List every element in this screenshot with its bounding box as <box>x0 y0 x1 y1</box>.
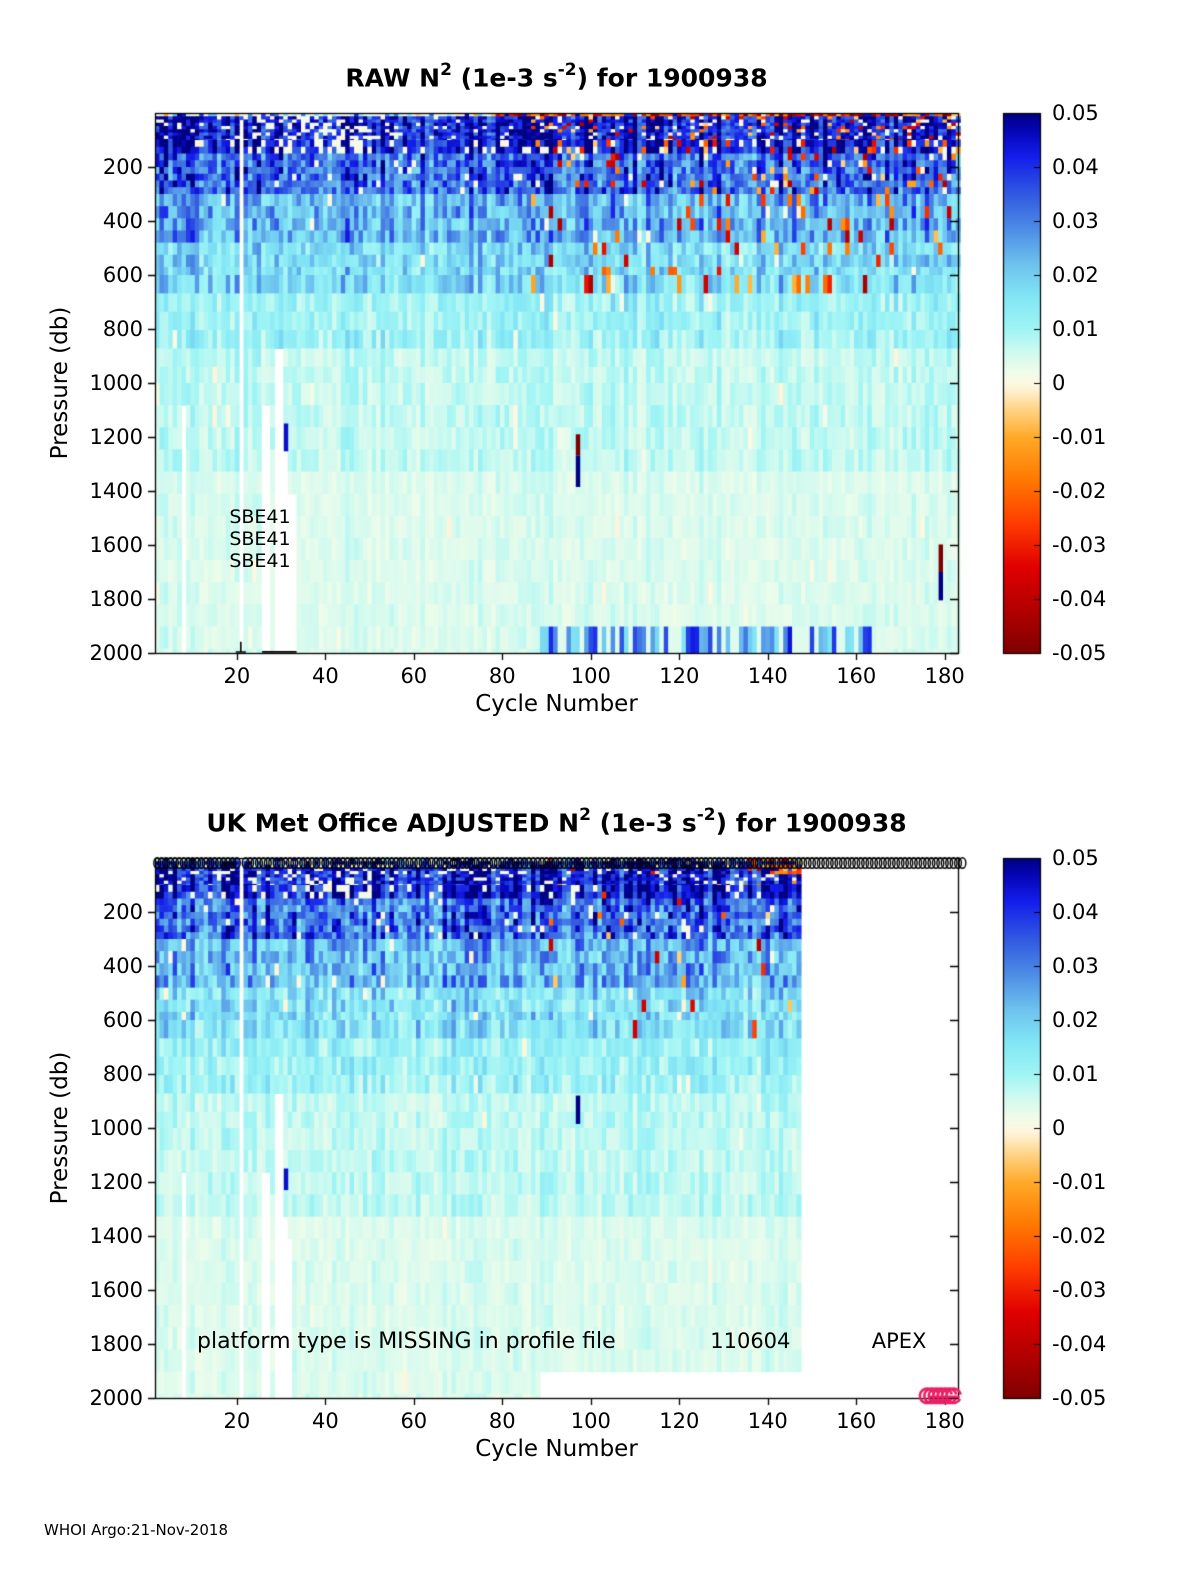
colorbar-tick-label: -0.03 <box>1052 1278 1107 1302</box>
y-tick-label: 1600 <box>89 533 143 557</box>
colorbar-tick-label: 0.02 <box>1052 263 1099 287</box>
title-superscript: 2 <box>579 805 591 825</box>
colorbar-tick-label: 0 <box>1052 371 1066 395</box>
x-tick-label: 120 <box>659 664 700 688</box>
chart-annotation: APEX <box>871 1329 927 1354</box>
colorbar-tick-label: 0.01 <box>1052 1062 1099 1086</box>
y-tick-label: 200 <box>102 900 143 924</box>
chart-annotation: SBE41 <box>229 549 291 572</box>
x-tick-label: 20 <box>223 1409 251 1433</box>
y-tick-label: 1600 <box>89 1278 143 1302</box>
x-tick-label: 120 <box>659 1409 700 1433</box>
title-text: (1e-3 s <box>590 808 697 838</box>
x-tick-label: 160 <box>836 664 877 688</box>
chart-annotation: platform type is MISSING in profile file <box>197 1328 616 1354</box>
colorbar-tick-label: -0.03 <box>1052 533 1107 557</box>
colorbar-tick-label: -0.02 <box>1052 479 1107 503</box>
colorbar-tick-label: -0.02 <box>1052 1224 1107 1248</box>
colorbar-tick-label: -0.05 <box>1052 1386 1107 1410</box>
title-text: ) for 1900938 <box>576 63 768 93</box>
chart-annotation: 110604 <box>710 1329 791 1354</box>
colorbar-tick-label: -0.05 <box>1052 641 1107 665</box>
y-tick-label: 400 <box>102 209 143 233</box>
colorbar-tick-label: 0.02 <box>1052 1008 1099 1032</box>
y-tick-label: 1000 <box>89 371 143 395</box>
y-tick-label: 1000 <box>89 1116 143 1140</box>
y-tick-label: 1800 <box>89 587 143 611</box>
y-tick-label: 1800 <box>89 1332 143 1356</box>
x-tick-label: 100 <box>570 664 611 688</box>
y-tick-label: 600 <box>102 263 143 287</box>
footer-credit: WHOI Argo:21-Nov-2018 <box>44 1521 228 1539</box>
title-text: ) for 1900938 <box>715 808 907 838</box>
raw-x-axis-label: Cycle Number <box>475 691 638 717</box>
colorbar-tick-label: 0.04 <box>1052 155 1099 179</box>
y-tick-label: 2000 <box>89 1386 143 1410</box>
colorbar-tick-label: 0.05 <box>1052 846 1099 870</box>
x-tick-label: 140 <box>747 664 788 688</box>
x-tick-label: 40 <box>311 664 339 688</box>
y-tick-label: 1200 <box>89 1170 143 1194</box>
x-tick-label: 60 <box>400 1409 428 1433</box>
title-text: UK Met Office ADJUSTED N <box>206 808 580 838</box>
colorbar-tick-label: -0.04 <box>1052 587 1107 611</box>
y-tick-label: 400 <box>102 954 143 978</box>
chart-annotation: SBE41 <box>229 506 291 529</box>
title-text: RAW N <box>345 63 441 93</box>
x-tick-label: 180 <box>924 1409 965 1433</box>
title-superscript: 2 <box>440 60 452 80</box>
adjusted-panel-title: UK Met Office ADJUSTED N2 (1e-3 s-2) for… <box>155 805 958 838</box>
colorbar-tick-label: 0.01 <box>1052 317 1099 341</box>
y-tick-label: 1400 <box>89 479 143 503</box>
y-tick-label: 600 <box>102 1008 143 1032</box>
x-tick-label: 180 <box>924 664 965 688</box>
colorbar-tick-label: 0.05 <box>1052 101 1099 125</box>
title-superscript: -2 <box>557 60 577 80</box>
raw-panel-title: RAW N2 (1e-3 s-2) for 1900938 <box>155 60 958 93</box>
x-tick-label: 60 <box>400 664 428 688</box>
x-tick-label: 160 <box>836 1409 877 1433</box>
y-tick-label: 200 <box>102 155 143 179</box>
x-tick-label: 80 <box>488 1409 516 1433</box>
y-tick-label: 2000 <box>89 641 143 665</box>
x-tick-label: 140 <box>747 1409 788 1433</box>
title-superscript: -2 <box>696 805 716 825</box>
x-tick-label: 20 <box>223 664 251 688</box>
colorbar-tick-label: 0.03 <box>1052 209 1099 233</box>
colorbar-tick-label: -0.01 <box>1052 425 1107 449</box>
y-tick-label: 800 <box>102 317 143 341</box>
x-tick-label: 100 <box>570 1409 611 1433</box>
x-tick-label: 40 <box>311 1409 339 1433</box>
colorbar-tick-label: -0.04 <box>1052 1332 1107 1356</box>
adjusted-x-axis-label: Cycle Number <box>475 1436 638 1462</box>
title-text: (1e-3 s <box>451 63 558 93</box>
chart-annotation: SBE41 <box>229 528 291 551</box>
y-tick-label: 800 <box>102 1062 143 1086</box>
x-tick-label: 80 <box>488 664 516 688</box>
colorbar-tick-label: 0.04 <box>1052 900 1099 924</box>
y-tick-label: 1400 <box>89 1224 143 1248</box>
colorbar-tick-label: -0.01 <box>1052 1170 1107 1194</box>
colorbar-tick-label: 0 <box>1052 1116 1066 1140</box>
y-tick-label: 1200 <box>89 425 143 449</box>
colorbar-tick-label: 0.03 <box>1052 954 1099 978</box>
